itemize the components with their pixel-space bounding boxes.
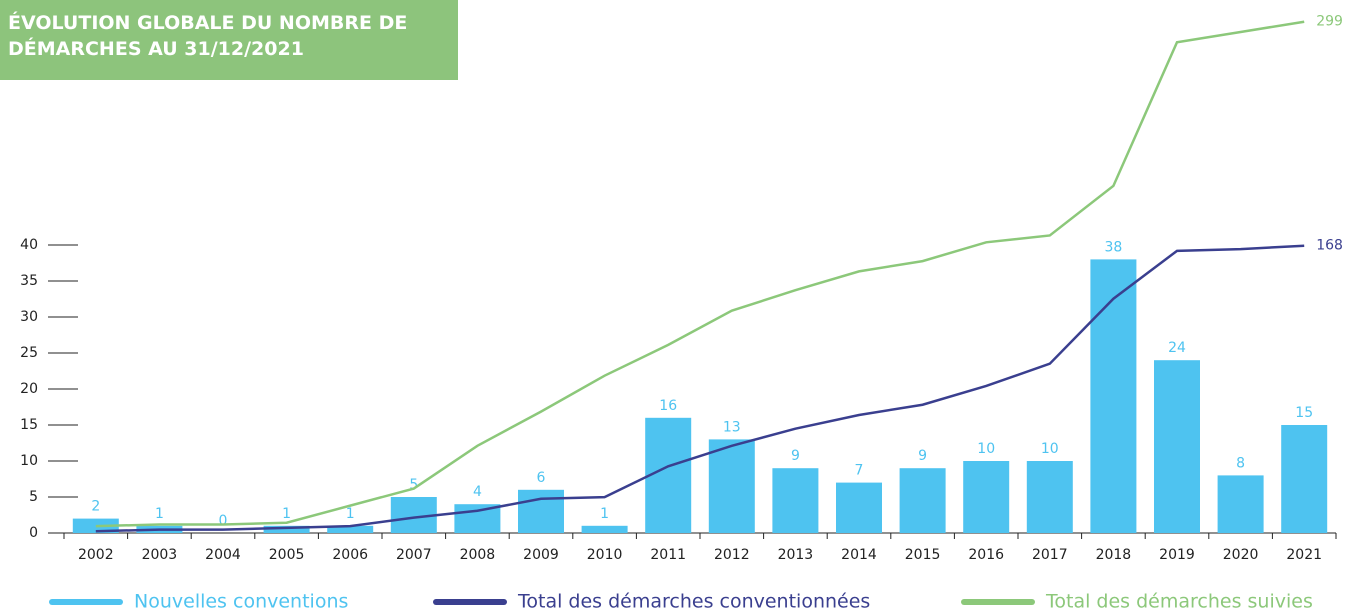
data-label: 8 [1236, 455, 1245, 471]
data-label: 16 [659, 398, 677, 414]
bar [1026, 461, 1073, 533]
bar [836, 482, 882, 533]
y-tick-label: 40 [20, 237, 38, 253]
x-tick-label: 2010 [587, 547, 623, 563]
data-label: 13 [723, 419, 741, 435]
x-tick-label: 2005 [269, 547, 305, 563]
x-tick-label: 2006 [332, 547, 368, 563]
x-tick-label: 2020 [1223, 547, 1259, 563]
x-tick-label: 2013 [778, 547, 814, 563]
x-tick-label: 2007 [396, 547, 432, 563]
line [95, 20, 1305, 528]
data-label: 1 [282, 506, 291, 522]
data-label: 24 [1168, 340, 1186, 356]
bar [772, 468, 819, 533]
bar [327, 525, 374, 533]
legend-label: Total des démarches suivies [1045, 591, 1313, 612]
end-label: 299 [1316, 14, 1343, 30]
bar [899, 468, 946, 533]
x-tick-label: 2004 [205, 547, 241, 563]
title-box: ÉVOLUTION GLOBALE DU NOMBRE DE DÉMARCHES… [0, 0, 458, 80]
data-label: 38 [1104, 239, 1122, 255]
bar [263, 525, 310, 533]
bar [581, 525, 628, 533]
x-tick-label: 2021 [1286, 547, 1322, 563]
data-label: 9 [918, 448, 927, 464]
x-tick-label: 2002 [78, 547, 114, 563]
x-tick-label: 2009 [523, 547, 559, 563]
y-tick-label: 0 [29, 525, 38, 541]
x-tick-label: 2008 [460, 547, 496, 563]
data-label: 1 [346, 506, 355, 522]
y-tick-label: 15 [20, 417, 38, 433]
x-tick-label: 2016 [968, 547, 1004, 563]
y-tick-label: 20 [20, 381, 38, 397]
data-label: 2 [91, 499, 100, 515]
y-tick-label: 5 [29, 489, 38, 505]
end-label: 168 [1316, 238, 1343, 254]
data-label: 10 [977, 441, 995, 457]
bar [645, 417, 692, 533]
bar [1090, 259, 1137, 533]
data-label: 15 [1295, 405, 1313, 421]
legend-label: Nouvelles conventions [134, 591, 348, 612]
bar [1281, 425, 1328, 533]
y-tick-label: 25 [20, 345, 38, 361]
data-label: 1 [600, 506, 609, 522]
x-tick-label: 2015 [905, 547, 941, 563]
x-tick-label: 2014 [841, 547, 877, 563]
bar [1154, 360, 1200, 533]
x-tick-label: 2019 [1159, 547, 1195, 563]
data-label: 7 [855, 463, 864, 479]
y-tick-label: 35 [20, 273, 38, 289]
data-label: 10 [1041, 441, 1059, 457]
bar [518, 489, 564, 533]
bar [963, 461, 1010, 533]
data-label: 9 [791, 448, 800, 464]
x-tick-label: 2018 [1096, 547, 1132, 563]
chart-title: ÉVOLUTION GLOBALE DU NOMBRE DE DÉMARCHES… [8, 12, 408, 60]
x-tick-label: 2011 [650, 547, 686, 563]
x-tick-label: 2017 [1032, 547, 1068, 563]
data-label: 1 [155, 506, 164, 522]
data-label: 6 [537, 470, 546, 486]
data-label: 5 [409, 477, 418, 493]
x-tick-label: 2012 [714, 547, 750, 563]
legend-label: Total des démarches conventionnées [517, 591, 870, 612]
data-label: 4 [473, 484, 482, 500]
line [95, 244, 1305, 533]
bar [708, 439, 755, 533]
x-tick-label: 2003 [142, 547, 178, 563]
bar [1217, 475, 1264, 533]
y-tick-label: 30 [20, 309, 38, 325]
data-label: 0 [219, 513, 228, 529]
y-tick-label: 10 [20, 453, 38, 469]
